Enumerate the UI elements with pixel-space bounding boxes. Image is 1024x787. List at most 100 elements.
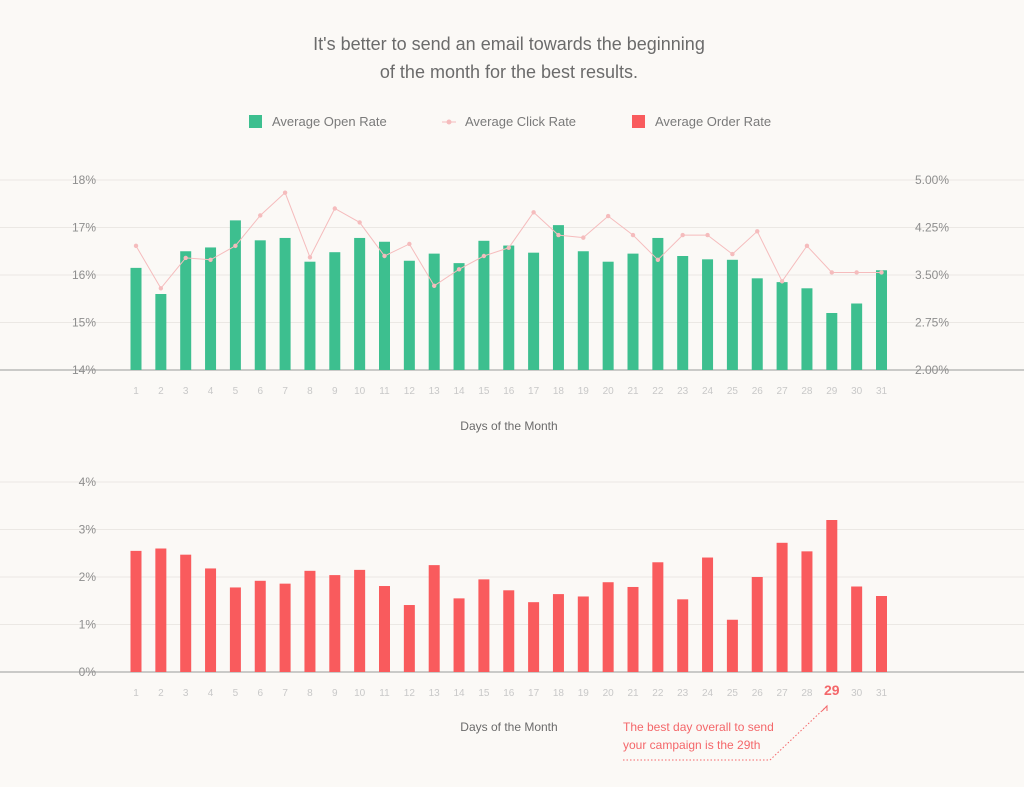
open-rate-bar [428, 253, 440, 370]
x-tick-label-bottom: 17 [528, 688, 540, 699]
x-tick-label-top: 5 [233, 386, 239, 397]
open-rate-bar [155, 294, 167, 370]
y-axis-bottom-tick-label: 2% [79, 570, 97, 584]
order-rate-bar [503, 590, 515, 672]
order-rate-bar [528, 602, 540, 672]
click-rate-point [755, 229, 760, 234]
order-rate-bar [205, 568, 217, 672]
x-tick-label-bottom: 2 [158, 688, 164, 699]
order-rate-bar [776, 542, 788, 672]
open-rate-bar [776, 282, 788, 370]
open-rate-bar [478, 240, 490, 370]
x-axis-title-top: Days of the Month [460, 419, 557, 433]
x-tick-label-bottom: 8 [307, 688, 313, 699]
click-rate-point [829, 270, 834, 275]
subtitle-line-2: of the month for the best results. [380, 62, 638, 82]
y-axis-left-tick-label: 16% [72, 268, 96, 282]
x-tick-label-top: 13 [429, 386, 441, 397]
x-tick-label-bottom: 12 [404, 688, 416, 699]
click-rate-point [506, 245, 511, 250]
open-rate-bar [379, 241, 390, 370]
click-rate-point [183, 255, 188, 261]
order-rate-bar [354, 569, 366, 672]
open-rate-bar [304, 261, 316, 370]
click-rate-point [531, 210, 536, 215]
x-tick-label-top: 6 [257, 386, 263, 397]
click-rate-point [158, 286, 164, 291]
order-rate-bar [478, 579, 490, 672]
open-rate-bar [677, 256, 689, 370]
x-tick-label-top: 29 [826, 386, 838, 397]
click-rate-point [332, 206, 337, 211]
open-rate-bar [552, 225, 564, 370]
x-tick-label-bottom: 10 [354, 688, 366, 699]
order-rate-bar [577, 596, 589, 672]
x-tick-label-bottom: 4 [208, 688, 214, 699]
open-rate-bar [180, 251, 192, 370]
open-rate-bar [354, 237, 366, 370]
order-rate-bar [403, 605, 415, 672]
x-tick-label-bottom: 31 [876, 688, 888, 699]
open-rate-bar [702, 259, 714, 370]
x-tick-label-bottom: 9 [332, 688, 338, 699]
y-axis-bottom-tick-label: 3% [79, 523, 97, 537]
click-rate-point [581, 235, 586, 240]
open-rate-bar [826, 313, 838, 370]
order-rate-bar [180, 554, 192, 672]
annotation-leader-line [623, 705, 828, 761]
x-tick-label-bottom: 23 [677, 688, 689, 699]
best-day-annotation: The best day overall to send your campai… [623, 704, 828, 761]
click-rate-point [382, 253, 387, 259]
click-rate-point [258, 213, 263, 218]
click-rate-point [630, 232, 636, 238]
open-rate-bar [751, 278, 763, 370]
x-tick-label-top: 9 [332, 386, 338, 397]
x-tick-label-bottom: 16 [503, 688, 515, 699]
open-rate-bar [205, 247, 217, 370]
x-tick-label-bottom: 28 [801, 688, 813, 699]
x-tick-label-top: 15 [478, 386, 490, 397]
click-rate-point [357, 220, 362, 225]
order-rate-bar [428, 565, 440, 672]
y-axis-right-tick-label: 3.50% [915, 268, 949, 282]
open-rate-bar [627, 253, 639, 370]
legend-swatch-open-rate [249, 115, 262, 128]
open-rate-bar [329, 252, 341, 370]
open-rate-bar [130, 267, 142, 370]
click-rate-point [879, 270, 884, 275]
x-tick-label-bottom: 6 [257, 688, 263, 699]
x-tick-label-top: 17 [528, 386, 540, 397]
order-rate-bar [677, 599, 689, 672]
open-rate-bar [876, 270, 887, 370]
x-tick-label-bottom: 21 [627, 688, 639, 699]
y-axis-right-tick-label: 2.00% [915, 363, 949, 377]
order-rate-bar [627, 586, 639, 672]
x-tick-label-bottom: 22 [652, 688, 664, 699]
x-tick-label-bottom: 27 [777, 688, 789, 699]
y-axis-bottom-tick-label: 1% [79, 618, 97, 632]
order-rate-bar [329, 575, 341, 672]
click-rate-point [854, 270, 859, 275]
legend-dot-click-rate [446, 119, 452, 125]
y-axis-right-tick-label: 4.25% [915, 221, 949, 235]
x-tick-label-top: 30 [851, 386, 863, 397]
y-axis-bottom-tick-label: 4% [79, 475, 97, 489]
open-rate-bar [726, 259, 738, 370]
x-tick-label-top: 20 [603, 386, 615, 397]
order-rate-bar [702, 557, 714, 672]
order-rate-bar [652, 562, 664, 672]
annotation-arrow-head [821, 704, 828, 712]
x-tick-label-bottom: 24 [702, 688, 714, 699]
x-tick-label-bottom: 30 [851, 688, 863, 699]
x-tick-label-top: 4 [208, 386, 214, 397]
y-axis-left-tick-label: 18% [72, 173, 96, 187]
open-rate-bar [279, 237, 291, 370]
x-tick-label-top: 22 [652, 386, 664, 397]
x-tick-label-top: 23 [677, 386, 689, 397]
order-rate-bar [876, 596, 887, 672]
click-rate-point [605, 213, 611, 219]
open-rate-bar [229, 220, 241, 370]
y-axis-left-tick-label: 15% [72, 316, 96, 330]
x-tick-label-bottom: 26 [752, 688, 764, 699]
x-tick-label-bottom: 5 [233, 688, 239, 699]
